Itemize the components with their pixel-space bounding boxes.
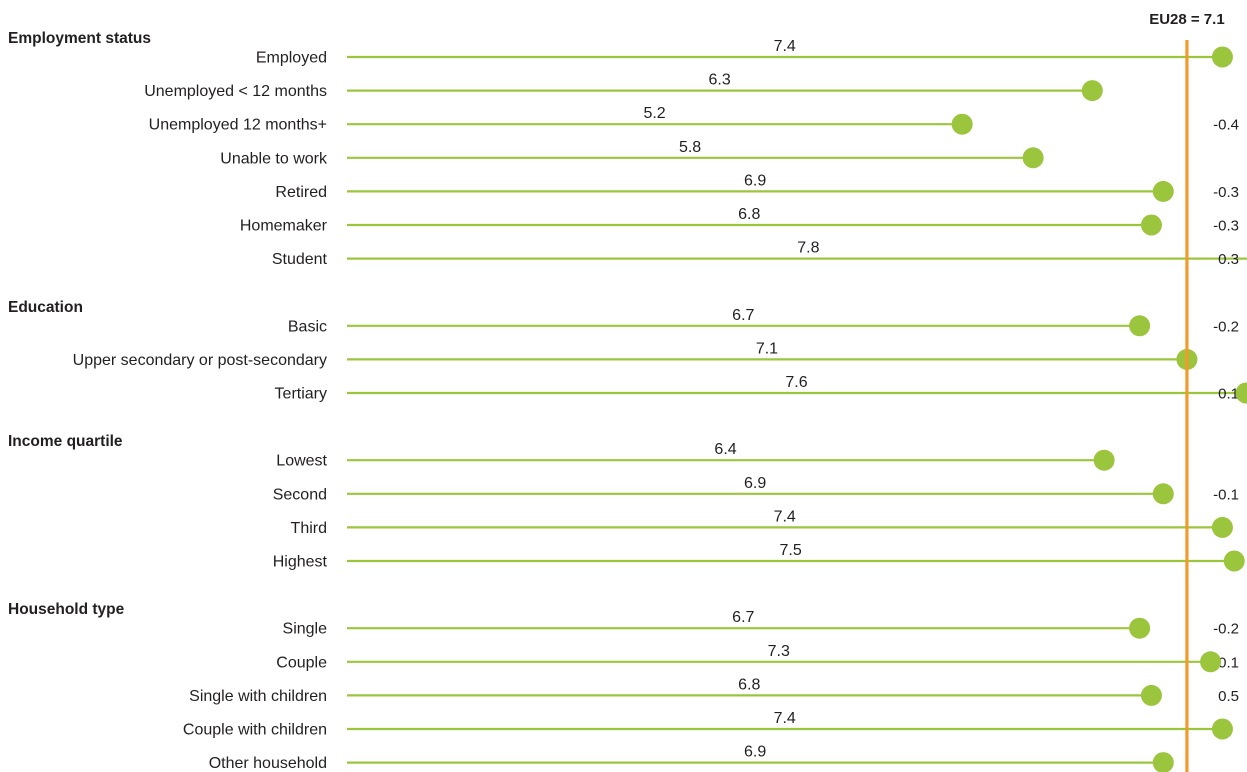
value-label: 6.3 xyxy=(709,72,731,89)
value-label: 5.2 xyxy=(643,105,665,122)
category-label: Student xyxy=(272,251,328,268)
value-label: 7.3 xyxy=(768,643,790,660)
value-label: 7.8 xyxy=(797,240,819,257)
lollipop-dot xyxy=(1200,651,1222,673)
value-label: 7.4 xyxy=(774,710,796,727)
value-label: 7.5 xyxy=(780,542,802,559)
lollipop-dot xyxy=(1223,550,1245,572)
value-label: 6.9 xyxy=(744,475,766,492)
lollipop-dot xyxy=(1093,449,1115,471)
change-label: 0.3 xyxy=(1218,251,1239,268)
lollipop-dot xyxy=(1022,147,1044,169)
value-label: 6.4 xyxy=(714,441,736,458)
category-label: Third xyxy=(291,520,327,537)
change-label: -0.2 xyxy=(1213,621,1239,638)
category-label: Homemaker xyxy=(240,218,328,235)
category-label: Tertiary xyxy=(275,386,327,403)
category-label: Lowest xyxy=(276,453,327,470)
lollipop-dot xyxy=(1152,180,1174,202)
lollipop-dot xyxy=(1152,752,1174,772)
lollipop-dot xyxy=(1152,483,1174,505)
group-title: Employment status xyxy=(8,30,151,47)
change-label: -0.2 xyxy=(1213,318,1239,335)
change-label: 0.1 xyxy=(1218,386,1239,403)
lollipop-dot xyxy=(1081,80,1103,102)
group-title: Income quartile xyxy=(8,433,123,450)
lollipop-dot xyxy=(1211,46,1233,68)
category-label: Retired xyxy=(275,184,327,201)
category-label: Unemployed < 12 months xyxy=(144,83,327,100)
lollipop-dot xyxy=(1129,617,1151,639)
category-label: Unable to work xyxy=(220,150,328,167)
value-label: 6.8 xyxy=(738,676,760,693)
group-title: Household type xyxy=(8,601,125,618)
value-label: 6.7 xyxy=(732,609,754,626)
category-label: Single with children xyxy=(189,688,327,705)
lollipop-dot xyxy=(1140,214,1162,236)
value-label: 6.7 xyxy=(732,307,754,324)
value-label: 7.4 xyxy=(774,38,796,55)
category-label: Unemployed 12 months+ xyxy=(149,117,327,134)
chart-marks: Employment status Employed 7.4 Unemployed <… xyxy=(8,30,1247,772)
value-label: 6.9 xyxy=(744,744,766,761)
lollipop-dot xyxy=(951,113,973,135)
category-label: Basic xyxy=(288,318,327,335)
change-label: -0.1 xyxy=(1213,486,1239,503)
lollipop-dot xyxy=(1140,684,1162,706)
change-label: -0.4 xyxy=(1213,117,1239,134)
group-title: Education xyxy=(8,299,83,316)
value-label: 6.8 xyxy=(738,206,760,223)
lollipop-dot xyxy=(1211,516,1233,538)
reference-group: EU28 = 7.1 xyxy=(1149,11,1225,772)
value-label: 7.4 xyxy=(774,508,796,525)
value-label: 5.8 xyxy=(679,139,701,156)
change-label: 0.5 xyxy=(1218,688,1239,705)
lollipop-dot xyxy=(1235,382,1247,404)
lollipop-dot xyxy=(1129,315,1151,337)
value-label: 7.6 xyxy=(785,374,807,391)
reference-label: EU28 = 7.1 xyxy=(1149,11,1224,28)
category-label: Highest xyxy=(273,554,328,571)
change-label: -0.3 xyxy=(1213,218,1239,235)
category-label: Other household xyxy=(209,755,327,772)
category-label: Second xyxy=(273,486,327,503)
category-label: Upper secondary or post-secondary xyxy=(73,352,327,369)
category-label: Employed xyxy=(256,50,327,67)
value-label: 6.9 xyxy=(744,172,766,189)
category-label: Couple xyxy=(276,654,327,671)
category-label: Couple with children xyxy=(183,722,327,739)
lollipop-dot xyxy=(1211,718,1233,740)
change-label: -0.3 xyxy=(1213,184,1239,201)
value-label: 7.1 xyxy=(756,340,778,357)
category-label: Single xyxy=(283,621,328,638)
